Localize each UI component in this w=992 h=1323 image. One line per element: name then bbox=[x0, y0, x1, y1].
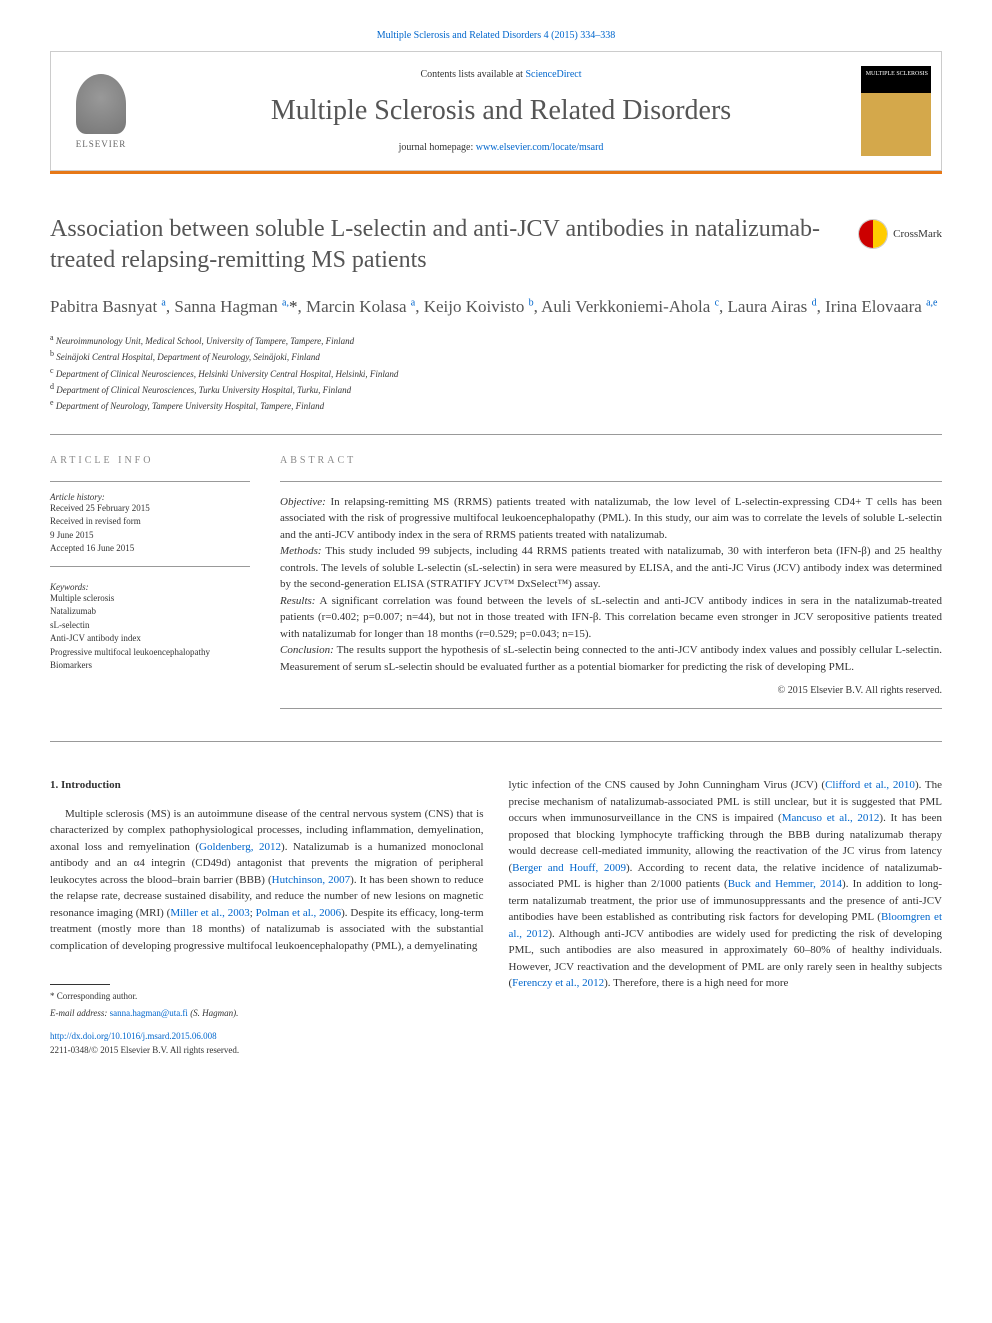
elsevier-tree-icon bbox=[76, 74, 126, 134]
cover-text: MULTIPLE SCLEROSIS bbox=[866, 71, 928, 78]
info-divider bbox=[50, 481, 250, 482]
keywords-label: Keywords: bbox=[50, 582, 250, 592]
abstract-divider bbox=[280, 481, 942, 482]
section-heading: 1. Introduction bbox=[50, 777, 484, 794]
abstract-text: Objective: In relapsing-remitting MS (RR… bbox=[280, 494, 942, 676]
email-label: E-mail address: bbox=[50, 1008, 110, 1018]
corresponding-author: * Corresponding author. bbox=[50, 990, 484, 1004]
affiliations: a Neuroimmunology Unit, Medical School, … bbox=[50, 332, 942, 414]
email-suffix: (S. Hagman). bbox=[188, 1008, 239, 1018]
crossmark-badge[interactable]: CrossMark bbox=[858, 219, 942, 249]
issn-text: 2211-0348/© 2015 Elsevier B.V. All right… bbox=[50, 1044, 484, 1058]
body-paragraph: lytic infection of the CNS caused by Joh… bbox=[509, 777, 943, 992]
sciencedirect-link[interactable]: ScienceDirect bbox=[525, 69, 581, 80]
conclusion-label: Conclusion: bbox=[280, 644, 334, 656]
copyright: © 2015 Elsevier B.V. All rights reserved… bbox=[280, 685, 942, 696]
homepage-link[interactable]: www.elsevier.com/locate/msard bbox=[476, 142, 604, 153]
article-header: CrossMark Association between soluble L-… bbox=[50, 214, 942, 414]
abstract-heading: ABSTRACT bbox=[280, 455, 942, 466]
journal-homepage: journal homepage: www.elsevier.com/locat… bbox=[151, 142, 851, 153]
info-divider bbox=[50, 566, 250, 567]
email-line: E-mail address: sanna.hagman@uta.fi (S. … bbox=[50, 1007, 484, 1021]
methods-label: Methods: bbox=[280, 545, 322, 557]
objective-label: Objective: bbox=[280, 496, 326, 508]
results-label: Results: bbox=[280, 595, 315, 607]
elsevier-label: ELSEVIER bbox=[76, 139, 127, 149]
footer-section: * Corresponding author. E-mail address: … bbox=[50, 984, 484, 1057]
objective-text: In relapsing-remitting MS (RRMS) patient… bbox=[280, 496, 942, 541]
keywords-list: Multiple sclerosisNatalizumabsL-selectin… bbox=[50, 592, 250, 673]
abstract-divider-bottom bbox=[280, 708, 942, 709]
info-abstract-row: ARTICLE INFO Article history: Received 2… bbox=[50, 455, 942, 722]
top-citation[interactable]: Multiple Sclerosis and Related Disorders… bbox=[50, 30, 942, 41]
email-link[interactable]: sanna.hagman@uta.fi bbox=[110, 1008, 188, 1018]
elsevier-logo[interactable]: ELSEVIER bbox=[61, 61, 141, 161]
section-num: 1. bbox=[50, 779, 58, 791]
history-text: Received 25 February 2015Received in rev… bbox=[50, 502, 250, 556]
abstract: ABSTRACT Objective: In relapsing-remitti… bbox=[280, 455, 942, 722]
column-right: lytic infection of the CNS caused by Joh… bbox=[509, 777, 943, 1057]
conclusion-text: The results support the hypothesis of sL… bbox=[280, 644, 942, 673]
doi-link[interactable]: http://dx.doi.org/10.1016/j.msard.2015.0… bbox=[50, 1030, 484, 1044]
header-center: Contents lists available at ScienceDirec… bbox=[151, 69, 851, 153]
divider bbox=[50, 741, 942, 742]
footnote-rule bbox=[50, 984, 110, 985]
divider bbox=[50, 434, 942, 435]
section-title: Introduction bbox=[61, 779, 121, 791]
homepage-label: journal homepage: bbox=[399, 142, 476, 153]
history-label: Article history: bbox=[50, 492, 250, 502]
crossmark-icon bbox=[858, 219, 888, 249]
article-info-heading: ARTICLE INFO bbox=[50, 455, 250, 466]
body-content: 1. Introduction Multiple sclerosis (MS) … bbox=[50, 777, 942, 1057]
journal-cover[interactable]: MULTIPLE SCLEROSIS bbox=[861, 66, 931, 156]
column-left: 1. Introduction Multiple sclerosis (MS) … bbox=[50, 777, 484, 1057]
article-title: Association between soluble L-selectin a… bbox=[50, 214, 942, 276]
journal-header: ELSEVIER Contents lists available at Sci… bbox=[50, 51, 942, 171]
body-paragraph: Multiple sclerosis (MS) is an autoimmune… bbox=[50, 806, 484, 955]
authors: Pabitra Basnyat a, Sanna Hagman a,*, Mar… bbox=[50, 294, 942, 320]
journal-name: Multiple Sclerosis and Related Disorders bbox=[151, 95, 851, 127]
results-text: A significant correlation was found betw… bbox=[280, 595, 942, 640]
methods-text: This study included 99 subjects, includi… bbox=[280, 545, 942, 590]
contents-line: Contents lists available at ScienceDirec… bbox=[151, 69, 851, 80]
crossmark-label: CrossMark bbox=[893, 228, 942, 240]
article-info: ARTICLE INFO Article history: Received 2… bbox=[50, 455, 250, 722]
contents-text: Contents lists available at bbox=[420, 69, 525, 80]
